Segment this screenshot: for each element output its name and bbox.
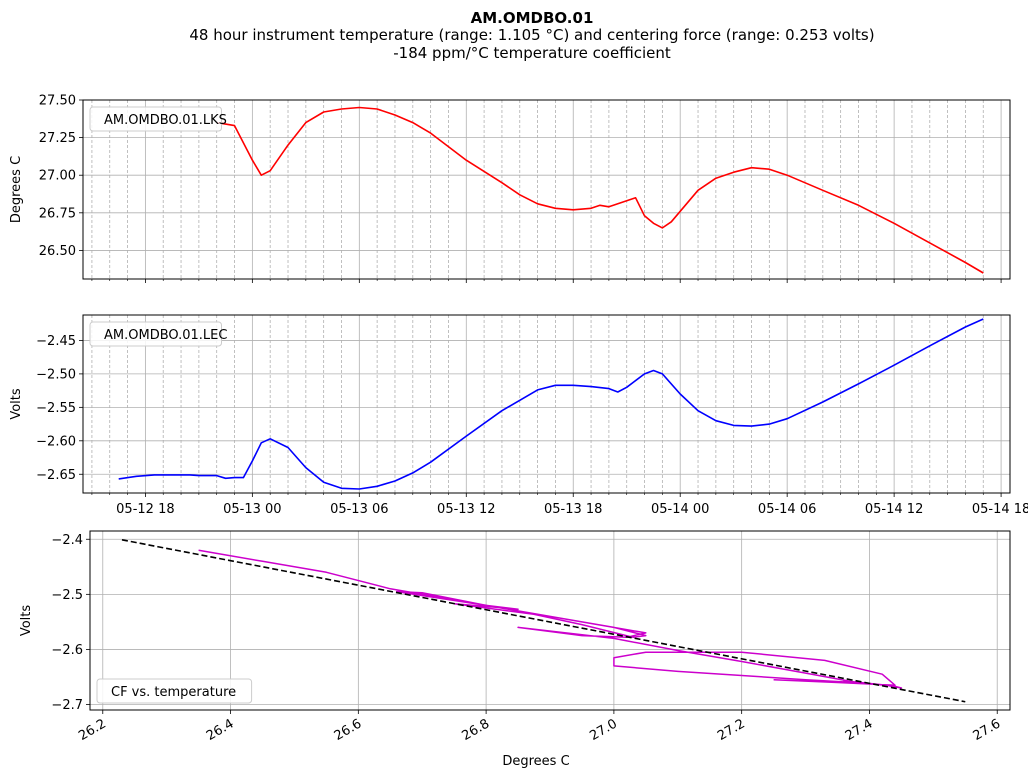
legend-label: AM.OMDBO.01.LEC xyxy=(104,328,227,343)
cf-vs-temperature-curve xyxy=(198,549,903,689)
x-tick-label: 05-14 06 xyxy=(758,502,816,517)
x-tick-label: 05-14 12 xyxy=(865,502,923,517)
x-tick-label: 26.4 xyxy=(204,716,237,743)
y-tick-label: −2.5 xyxy=(51,588,83,603)
x-tick-label: 27.4 xyxy=(843,716,876,743)
y-tick-label: 26.50 xyxy=(39,244,76,259)
y-tick-label: −2.6 xyxy=(51,643,83,658)
temperature-axes: 26.50 26.75 27.00 27.25 27.50 Degrees C AM.OMD… xyxy=(9,94,1011,283)
y-tick-label: −2.60 xyxy=(36,434,76,449)
legend-box xyxy=(89,106,222,132)
cf-vs-temperature-axes: 26.2 26.4 26.6 26.8 27.0 27.2 27.4 27.6 −2.7 −2.6… xyxy=(19,530,1011,769)
y-tick-label: −2.55 xyxy=(36,401,76,416)
centering-force-axes: −2.65 −2.60 −2.55 −2.50 −2.45 05-12 18 05-13 0… xyxy=(9,314,1028,517)
x-tick-label: 26.2 xyxy=(76,716,109,743)
x-tick-label: 27.0 xyxy=(587,716,620,743)
x-tick-label: 05-14 00 xyxy=(651,502,709,517)
figure-subtitle-1: 48 hour instrument temperature (range: 1… xyxy=(189,26,874,44)
figure-subtitle-2: -184 ppm/°C temperature coefficient xyxy=(393,44,671,62)
y-axis-label: Volts xyxy=(9,388,24,420)
y-tick-label: 26.75 xyxy=(39,206,76,221)
x-tick-label: 05-12 18 xyxy=(116,502,174,517)
y-tick-label: −2.45 xyxy=(36,334,76,349)
legend-box xyxy=(96,678,253,704)
legend: AM.OMDBO.01.LEC xyxy=(89,321,227,347)
x-axis-label: Degrees C xyxy=(502,754,569,769)
legend-label: AM.OMDBO.01.LKS xyxy=(104,113,227,128)
legend: CF vs. temperature xyxy=(96,678,253,704)
grid xyxy=(83,315,1010,493)
x-tick-label: 05-13 00 xyxy=(223,502,281,517)
x-tick-label: 26.6 xyxy=(332,716,365,743)
axes-frame xyxy=(82,314,1011,494)
y-tick-label: −2.4 xyxy=(51,533,83,548)
figure-title: AM.OMDBO.01 xyxy=(471,9,594,27)
x-tick-label: 05-14 18 xyxy=(972,502,1028,517)
y-tick-label: 27.00 xyxy=(39,169,76,184)
y-tick-label: 27.50 xyxy=(39,94,76,109)
y-tick-label: −2.50 xyxy=(36,367,76,382)
legend: AM.OMDBO.01.LKS xyxy=(89,106,227,132)
x-tick-label: 27.2 xyxy=(715,716,748,743)
legend-box xyxy=(89,321,222,347)
x-tick-label: 05-13 12 xyxy=(437,502,495,517)
x-tick-label: 27.6 xyxy=(971,716,1004,743)
axes-frame xyxy=(89,530,1011,711)
x-tick-label: 05-13 06 xyxy=(330,502,388,517)
legend-label: CF vs. temperature xyxy=(111,685,236,700)
series-line xyxy=(118,318,984,490)
y-axis-label: Degrees C xyxy=(9,156,24,223)
fit-line xyxy=(121,539,966,703)
y-tick-label: −2.65 xyxy=(36,468,76,483)
y-tick-label: −2.7 xyxy=(51,698,83,713)
x-tick-label: 05-13 18 xyxy=(544,502,602,517)
y-tick-label: 27.25 xyxy=(39,131,76,146)
y-axis-label: Volts xyxy=(19,605,34,637)
series-line xyxy=(216,106,984,274)
x-tick-label: 26.8 xyxy=(460,716,493,743)
axes-frame xyxy=(82,99,1011,280)
